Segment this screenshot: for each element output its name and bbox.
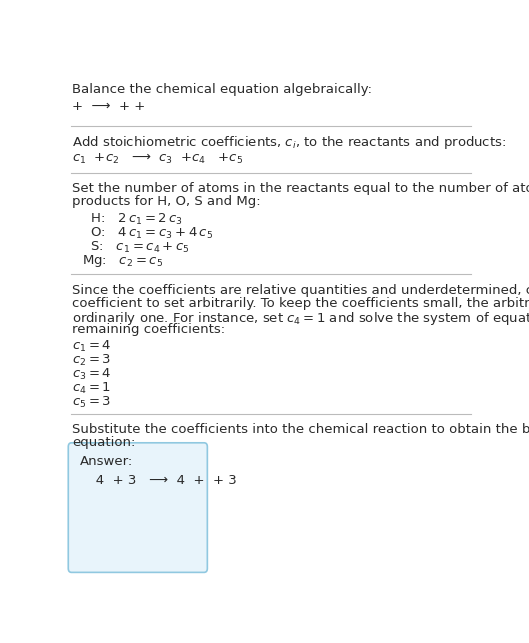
Text: O:   $4\,c_1 = c_3 + 4\,c_5$: O: $4\,c_1 = c_3 + 4\,c_5$ (81, 226, 213, 241)
Text: S:   $c_1 = c_4 + c_5$: S: $c_1 = c_4 + c_5$ (81, 240, 189, 255)
Text: Substitute the coefficients into the chemical reaction to obtain the balanced: Substitute the coefficients into the che… (72, 423, 529, 436)
Text: Mg:   $c_2 = c_5$: Mg: $c_2 = c_5$ (81, 253, 162, 269)
Text: 4  + 3   ⟶  4  +  + 3: 4 + 3 ⟶ 4 + + 3 (83, 475, 237, 487)
Text: Answer:: Answer: (80, 455, 133, 468)
Text: $c_2 = 3$: $c_2 = 3$ (72, 353, 112, 368)
Text: H:   $2\,c_1 = 2\,c_3$: H: $2\,c_1 = 2\,c_3$ (81, 212, 183, 227)
Text: $c_1 = 4$: $c_1 = 4$ (72, 339, 112, 354)
Text: Balance the chemical equation algebraically:: Balance the chemical equation algebraica… (72, 82, 372, 96)
Text: remaining coefficients:: remaining coefficients: (72, 323, 225, 336)
Text: Set the number of atoms in the reactants equal to the number of atoms in the: Set the number of atoms in the reactants… (72, 182, 529, 195)
FancyBboxPatch shape (68, 443, 207, 572)
Text: $c_4 = 1$: $c_4 = 1$ (72, 381, 112, 395)
Text: +  ⟶  + +: + ⟶ + + (72, 100, 145, 113)
Text: equation:: equation: (72, 436, 136, 449)
Text: $c_3 = 4$: $c_3 = 4$ (72, 367, 112, 382)
Text: coefficient to set arbitrarily. To keep the coefficients small, the arbitrary va: coefficient to set arbitrarily. To keep … (72, 296, 529, 310)
Text: ordinarily one. For instance, set $c_4 = 1$ and solve the system of equations fo: ordinarily one. For instance, set $c_4 =… (72, 310, 529, 327)
Text: Add stoichiometric coefficients, $c_i$, to the reactants and products:: Add stoichiometric coefficients, $c_i$, … (72, 134, 507, 151)
Text: products for H, O, S and Mg:: products for H, O, S and Mg: (72, 195, 261, 208)
Text: $c_1$  +$c_2$   ⟶  $c_3$  +$c_4$   +$c_5$: $c_1$ +$c_2$ ⟶ $c_3$ +$c_4$ +$c_5$ (72, 152, 243, 166)
Text: $c_5 = 3$: $c_5 = 3$ (72, 394, 112, 410)
Text: Since the coefficients are relative quantities and underdetermined, choose a: Since the coefficients are relative quan… (72, 284, 529, 296)
